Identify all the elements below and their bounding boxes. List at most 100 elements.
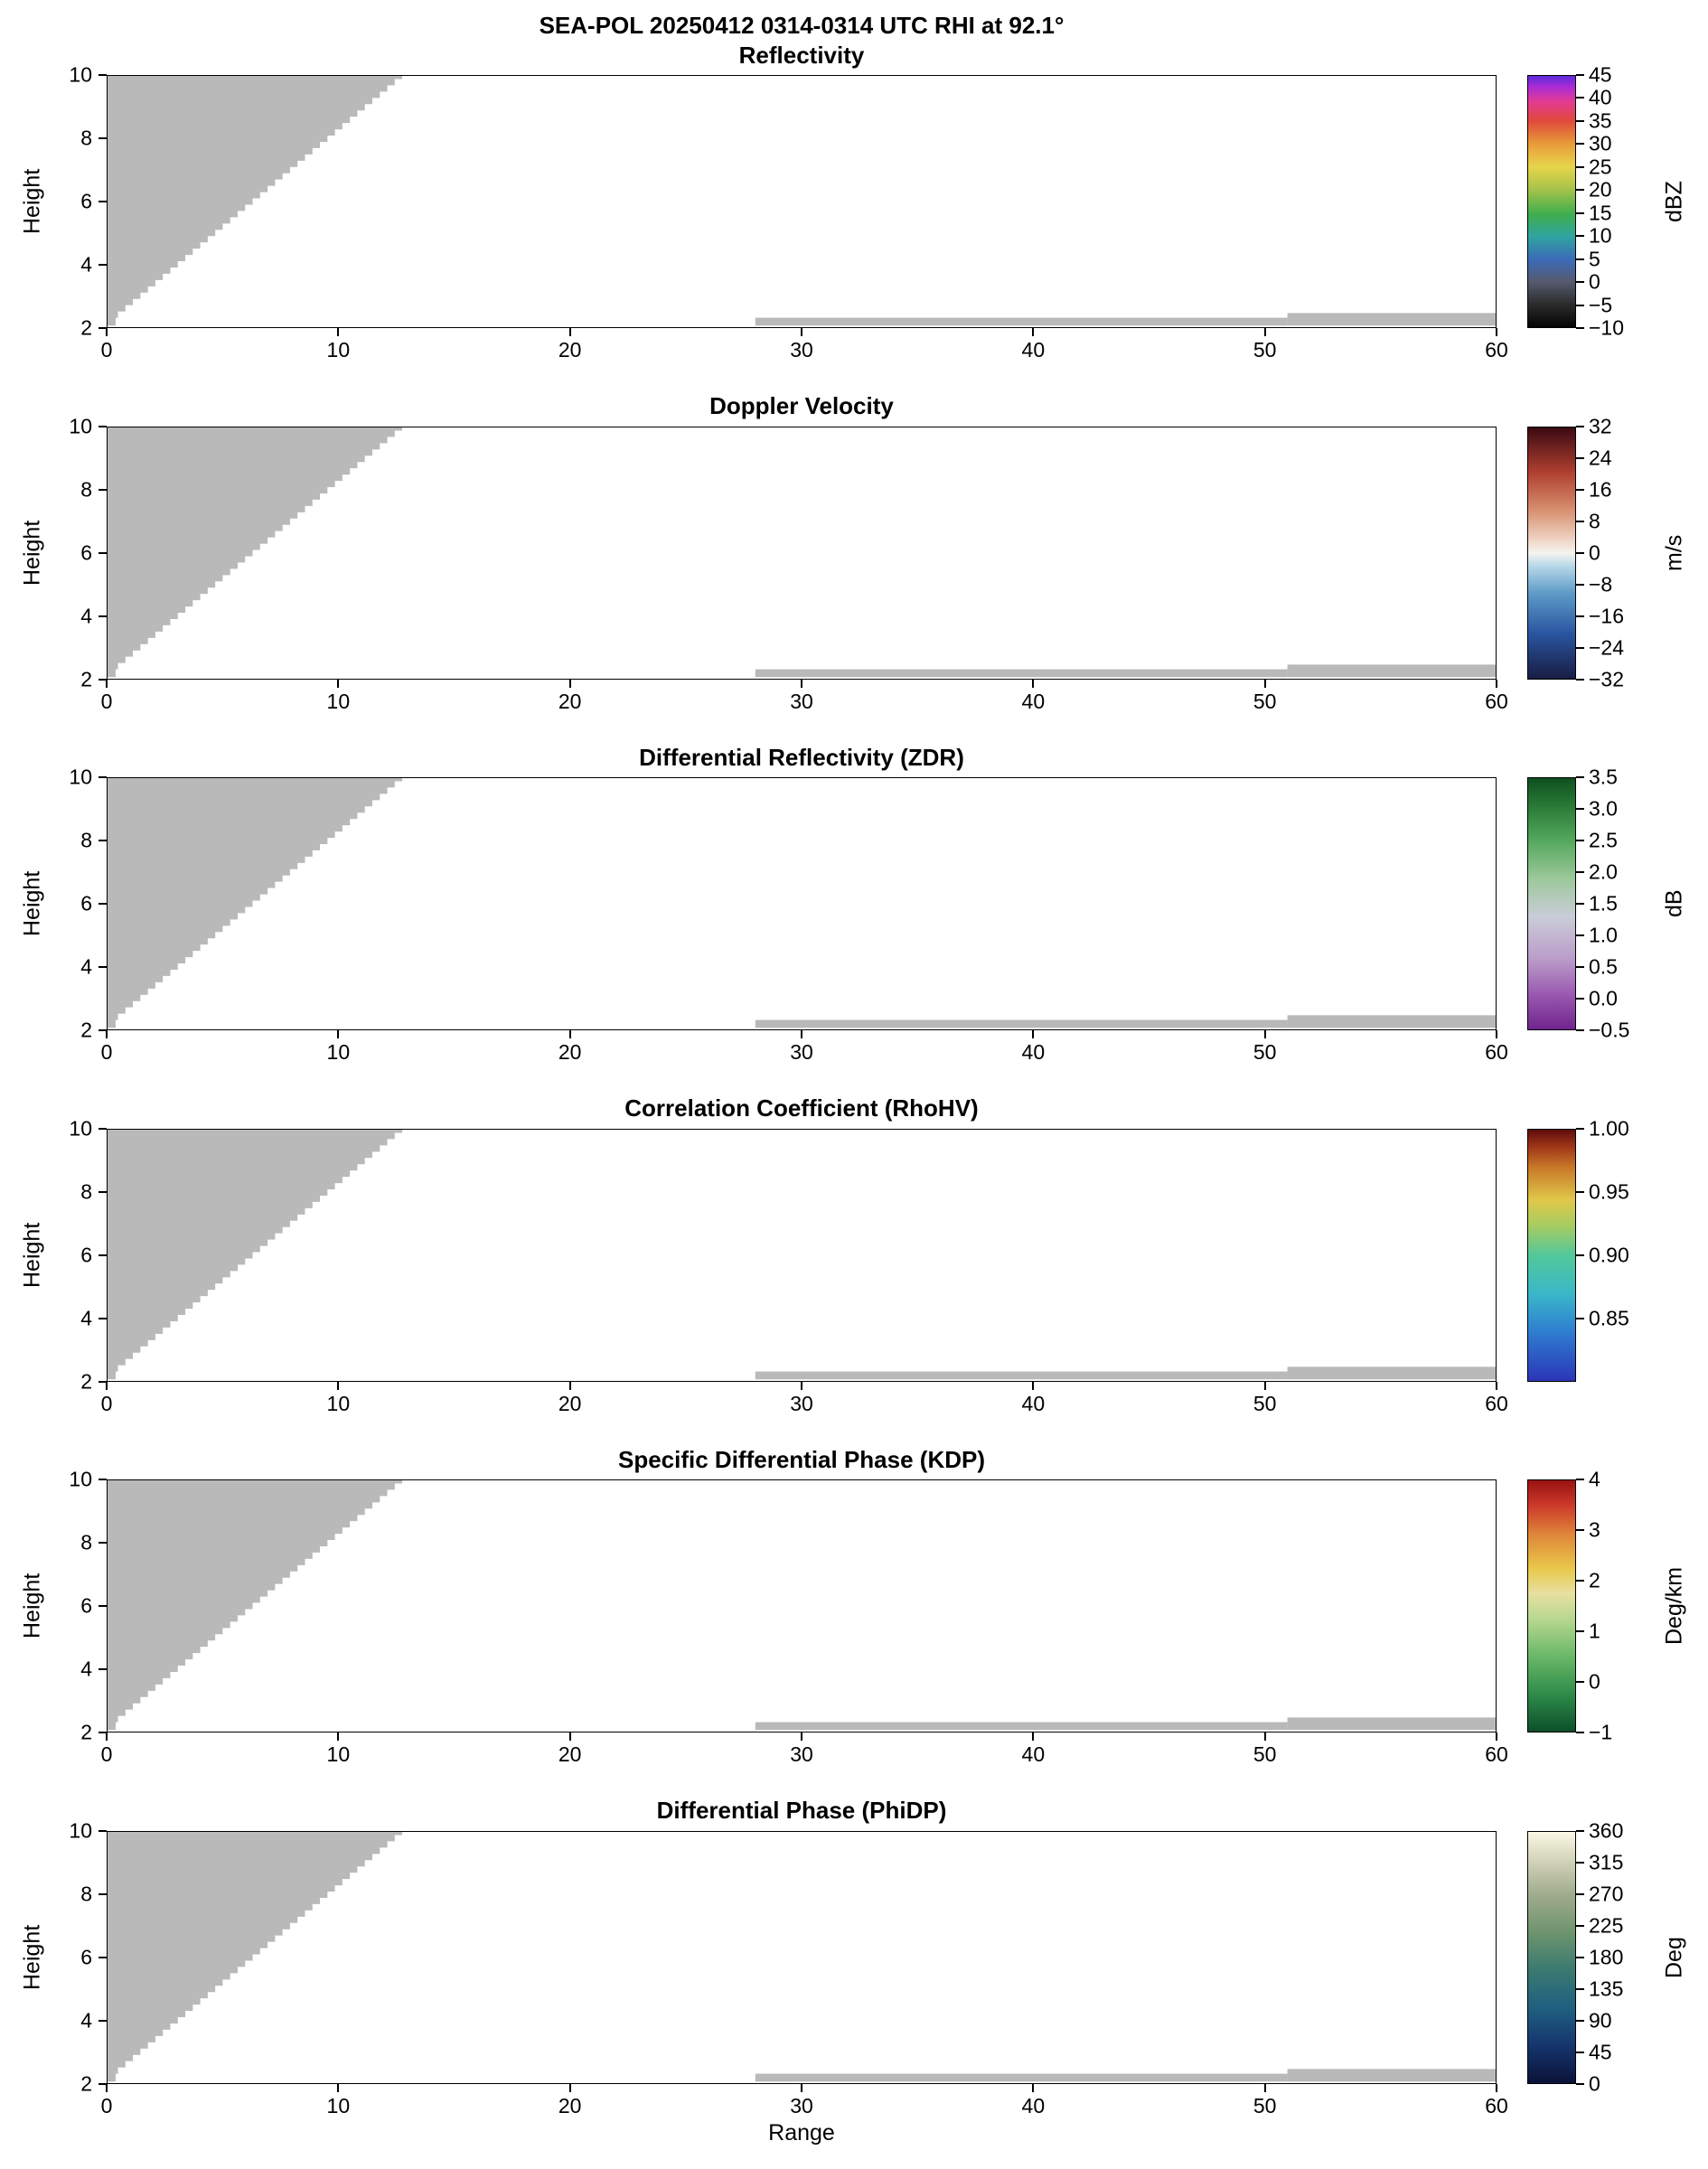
panel-title: Specific Differential Phase (KDP) [618,1445,985,1473]
x-tick-mark [1032,1381,1035,1390]
y-tick-label: 6 [80,1945,92,1968]
x-tick-label: 50 [1253,1391,1277,1415]
x-tick-label: 40 [1021,2093,1046,2117]
x-tick-label: 30 [790,2093,813,2117]
x-tick-label: 40 [1021,1391,1046,1415]
x-tick-label: 10 [326,1040,351,1064]
y-tick-label: 8 [80,1179,92,1203]
y-tick-label: 6 [80,540,92,564]
colorbar-cell [1527,1830,1576,2084]
x-tick-label: 50 [1253,1742,1277,1766]
rhi-panel: Specific Differential Phase (KDP) Height 2… [14,1445,1694,1767]
y-tick-mark [99,1542,107,1544]
y-tick-mark [99,1732,107,1733]
y-axis-label: Height [19,520,45,586]
colorbar-tick-mark [1576,143,1584,146]
colorbar-tick-label: 35 [1589,108,1612,133]
colorbar-tick-mark [1576,281,1584,284]
y-tick-label: 4 [80,604,92,627]
y-tick-mark [99,678,107,681]
y-tick-label: 10 [69,414,92,437]
no-data-mask-strip [1287,1366,1496,1379]
no-data-mask-strip [755,317,1288,326]
x-tick-mark [1496,1732,1497,1741]
rhi-panel: Differential Reflectivity (ZDR) Height 2 4 6… [14,743,1694,1065]
colorbar-tick-label: 40 [1589,85,1612,109]
rhi-panel: SEA-POL 20250412 0314-0314 UTC RHI at 92… [14,11,1694,362]
colorbar-tick-label: 0 [1589,1669,1600,1694]
x-tick-mark [337,2083,340,2092]
colorbar-tick-label: 0.0 [1589,986,1618,1010]
x-tick-label: 40 [1021,1742,1046,1766]
colorbar-cell [1527,1128,1576,1382]
y-tick-label: 6 [80,1243,92,1266]
x-tick-mark [1263,1030,1266,1038]
colorbar-tick-label: 32 [1589,414,1612,437]
x-tick-label: 60 [1485,338,1508,362]
colorbar-tick-label: 16 [1589,477,1612,501]
colorbar-tick-label: 45 [1589,62,1612,87]
y-tick-label: 8 [80,126,92,150]
x-tick-mark [1263,328,1266,336]
x-tick-mark [801,328,802,336]
no-data-mask-strip [755,669,1288,677]
y-tick-mark [99,2082,107,2085]
y-tick-mark [99,264,107,266]
colorbar-tick-mark [1576,1829,1584,1832]
no-data-mask-strip [1287,2068,1496,2081]
x-tick-label: 0 [100,1040,113,1064]
no-data-mask-strip [1287,663,1496,677]
colorbar-tick-mark [1576,998,1584,1000]
y-tick-gutter: 2 4 6 8 10 [51,765,107,1042]
y-tick-label: 10 [69,62,92,87]
colorbar-tick-gutter: 1.00 0.95 0.90 0.85 [1576,1116,1656,1382]
x-tick-mark [1263,679,1266,688]
x-tick-mark [1496,1030,1497,1038]
colorbar-tick-label: 0 [1589,269,1600,294]
colorbar-tick-mark [1576,520,1584,522]
colorbar-unit-label: Deg/km [1661,1566,1687,1646]
x-tick-mark [1263,2083,1266,2092]
y-axis-label: Height [19,870,45,937]
x-tick-mark [568,1732,571,1741]
colorbar-tick-mark [1576,1630,1584,1632]
colorbar-cell [1527,75,1576,328]
y-tick-mark [99,1668,107,1670]
colorbar-tick-label: 0.95 [1589,1179,1629,1203]
colorbar-tick-mark [1576,1317,1584,1319]
x-tick-row: 0 10 20 30 40 50 60 [101,1381,1508,1415]
no-data-mask-wedge [108,427,407,677]
no-data-mask-wedge [108,1831,407,2081]
y-tick-mark [99,1190,107,1193]
x-tick-label: 30 [790,1040,813,1064]
plot-canvas [108,778,1496,1028]
y-tick-gutter: 2 4 6 8 10 [51,1468,107,1744]
y-tick-mark [99,966,107,968]
y-tick-label: 6 [80,189,92,213]
colorbar-tick-label: −0.5 [1589,1018,1630,1042]
colorbar-tick-label: 10 [1589,223,1612,248]
plot-area [107,777,1497,1030]
colorbar-tick-label: 0.5 [1589,954,1618,979]
colorbar-tick-mark [1576,1956,1584,1958]
colorbar-cell [1527,777,1576,1030]
x-tick-label: 40 [1021,1040,1046,1064]
x-tick-mark [106,679,108,688]
colorbar-tick-label: 1 [1589,1619,1600,1643]
x-tick-mark [1032,1732,1035,1741]
x-tick-label: 10 [326,689,351,713]
colorbar-tick-mark [1576,1892,1584,1895]
y-tick-label: 10 [69,1467,92,1491]
x-tick-label: 60 [1485,2093,1508,2117]
x-tick-mark [337,679,340,688]
colorbar [1527,1128,1576,1382]
y-tick-mark [99,1892,107,1895]
plot-area [107,426,1497,680]
y-tick-mark [99,615,107,617]
x-tick-label: 10 [326,1742,351,1766]
x-tick-row: 0 10 20 30 40 50 60 [101,679,1508,713]
panel-title-block: Specific Differential Phase (KDP) [107,1445,1497,1480]
x-tick-mark [1496,2083,1497,2092]
colorbar-tick-mark [1576,840,1584,841]
